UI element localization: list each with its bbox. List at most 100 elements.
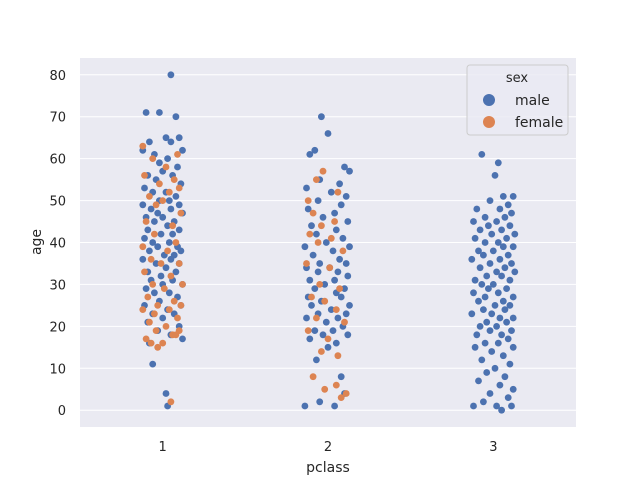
data-point-male	[327, 306, 335, 313]
y-tick-label: 80	[49, 69, 66, 84]
data-point-male	[494, 159, 502, 167]
data-point-male	[331, 209, 338, 217]
data-point-female	[165, 188, 173, 196]
data-point-male	[342, 310, 350, 318]
data-point-male	[157, 272, 165, 280]
data-point-female	[151, 230, 158, 238]
data-point-male	[506, 302, 514, 309]
data-point-male	[154, 243, 162, 251]
data-point-male	[498, 226, 505, 234]
data-point-male	[334, 268, 342, 276]
data-point-male	[156, 109, 163, 116]
data-point-male	[167, 138, 175, 146]
data-point-male	[503, 234, 510, 242]
data-point-female	[326, 264, 334, 272]
data-point-male	[498, 272, 505, 280]
data-point-male	[501, 264, 509, 272]
data-point-male	[336, 180, 343, 188]
data-point-male	[304, 205, 312, 213]
data-point-male	[508, 209, 515, 217]
data-point-male	[167, 71, 175, 79]
data-point-female	[170, 176, 178, 184]
data-point-female	[156, 180, 163, 188]
data-point-male	[496, 205, 504, 213]
data-point-female	[147, 255, 155, 263]
legend-label-female: female	[515, 115, 563, 131]
data-point-male	[475, 377, 482, 385]
data-point-male	[509, 385, 517, 393]
y-tick-label: 70	[49, 111, 66, 126]
data-point-female	[141, 268, 148, 276]
x-tick-label: 1	[159, 440, 167, 455]
data-point-male	[508, 402, 515, 410]
data-point-male	[156, 159, 163, 167]
data-point-female	[306, 230, 314, 238]
y-tick-label: 10	[49, 362, 66, 377]
data-point-female	[309, 209, 317, 217]
data-point-male	[473, 331, 481, 339]
y-tick-label: 20	[49, 320, 66, 335]
data-point-male	[309, 251, 317, 259]
data-point-female	[304, 327, 312, 334]
data-point-male	[504, 201, 512, 209]
data-point-female	[157, 260, 165, 267]
data-point-male	[319, 213, 327, 221]
data-point-female	[308, 293, 315, 301]
data-point-male	[162, 264, 170, 272]
x-axis-ticks: 1 2 3	[159, 440, 498, 455]
data-point-female	[339, 247, 347, 255]
data-point-male	[159, 213, 167, 221]
data-point-male	[303, 184, 310, 192]
data-point-female	[324, 335, 332, 343]
data-point-male	[346, 302, 353, 309]
data-point-male	[314, 268, 322, 276]
data-point-female	[342, 390, 350, 397]
data-point-male	[468, 310, 476, 318]
data-point-male	[152, 260, 160, 267]
data-point-female	[139, 243, 147, 251]
data-point-male	[311, 327, 319, 334]
data-point-male	[172, 113, 180, 121]
data-point-male	[141, 184, 148, 192]
data-point-male	[172, 193, 180, 200]
data-point-female	[313, 314, 320, 322]
data-point-male	[480, 306, 487, 313]
data-point-female	[332, 306, 340, 313]
data-point-male	[503, 285, 510, 292]
data-point-male	[175, 134, 183, 142]
data-point-male	[177, 247, 185, 255]
data-point-male	[478, 356, 486, 364]
data-point-male	[164, 222, 172, 230]
data-point-male	[470, 402, 477, 410]
data-point-male	[471, 276, 479, 284]
data-point-female	[162, 323, 170, 330]
data-point-male	[147, 205, 155, 213]
data-point-male	[481, 239, 489, 246]
data-point-male	[494, 339, 502, 347]
data-point-male	[485, 222, 492, 230]
data-point-male	[313, 356, 320, 364]
data-point-male	[322, 239, 330, 246]
data-point-male	[491, 364, 499, 372]
data-point-male	[141, 234, 148, 242]
data-point-male	[346, 167, 353, 175]
data-point-male	[493, 323, 500, 330]
data-point-male	[471, 234, 479, 242]
data-point-female	[337, 394, 345, 401]
x-tick-label: 3	[489, 440, 497, 455]
data-point-male	[167, 255, 175, 263]
data-point-male	[475, 297, 482, 305]
data-point-male	[468, 255, 476, 263]
data-point-male	[175, 201, 183, 209]
data-point-male	[331, 402, 338, 410]
data-point-male	[165, 197, 173, 205]
data-point-female	[341, 318, 348, 326]
data-point-male	[511, 230, 519, 238]
data-point-male	[508, 327, 515, 334]
data-point-female	[334, 352, 342, 360]
data-point-male	[478, 151, 486, 158]
data-point-male	[313, 230, 320, 238]
data-point-female	[139, 306, 147, 313]
data-point-male	[489, 281, 497, 288]
data-point-female	[321, 297, 329, 305]
